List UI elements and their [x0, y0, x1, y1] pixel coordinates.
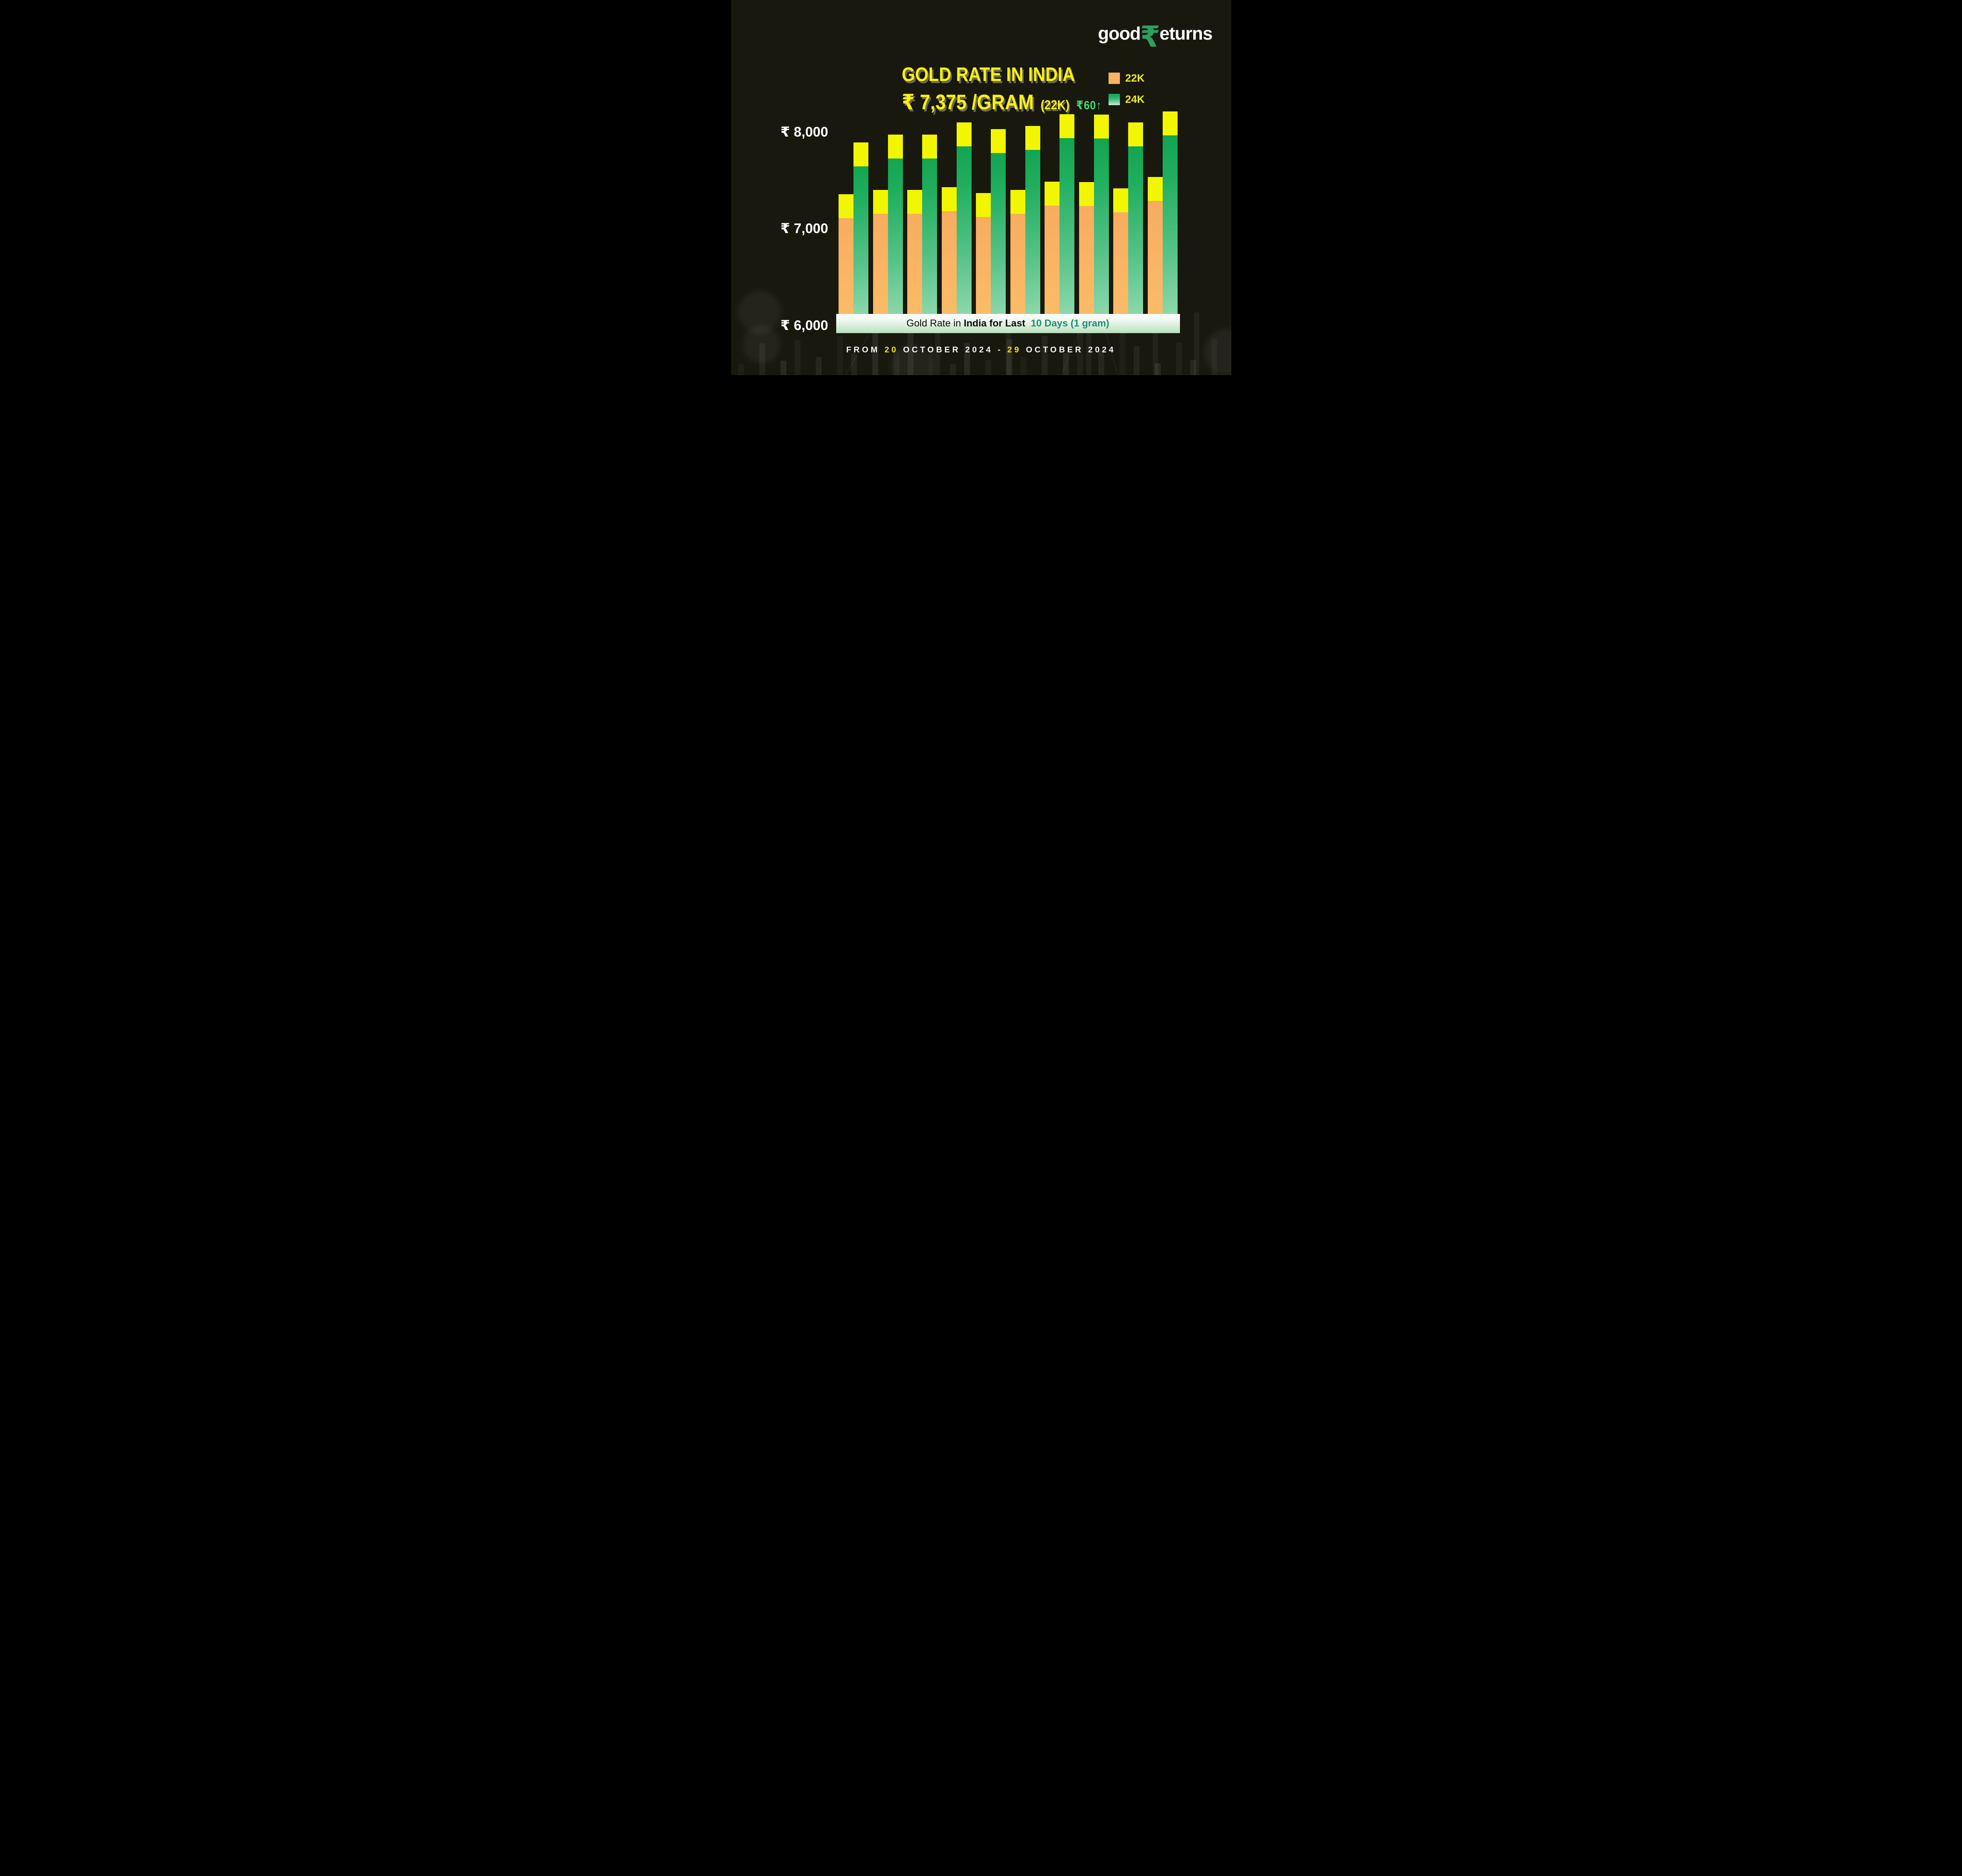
- legend-swatch-24k: [1108, 94, 1120, 105]
- footer-segment-2: OCTOBER 2024 -: [898, 345, 1008, 354]
- current-price: ₹ 7,375 /GRAM: [901, 90, 1034, 114]
- bar-24k-24-oct: [990, 129, 1006, 326]
- bar-tip: [1094, 115, 1109, 139]
- deco-bar-silhouette: [1098, 350, 1104, 375]
- bar-tip: [1147, 177, 1163, 201]
- deco-bokeh-circle: [738, 290, 781, 334]
- bar-tip: [990, 129, 1006, 153]
- price-row: ₹ 7,375 /GRAM (22K) ₹60↑: [902, 90, 1102, 115]
- bar-tip: [888, 135, 903, 159]
- bar-tip: [1113, 188, 1128, 212]
- bar-24k-26-oct: [1059, 114, 1074, 326]
- footer-segment-3: 29: [1007, 345, 1021, 354]
- deco-bar-silhouette: [985, 360, 991, 375]
- bar-tip: [1044, 182, 1059, 206]
- deco-bar-silhouette: [1133, 346, 1140, 375]
- y-tick-label-7000: ₹ 7,000: [780, 221, 828, 236]
- legend-item-22k: 22K: [1108, 72, 1145, 84]
- bar-22k-23-oct: [941, 187, 957, 326]
- bar-24k-28-oct: [1128, 122, 1143, 326]
- bar-tip: [873, 190, 888, 214]
- bar-tip: [1128, 122, 1143, 146]
- y-tick-label-6000: ₹ 6,000: [780, 318, 828, 333]
- legend: 22K 24K: [1108, 72, 1145, 115]
- footer-segment-4: OCTOBER 2024: [1021, 345, 1116, 354]
- karat-label: (22K): [1040, 97, 1069, 113]
- bar-24k-20-oct: [853, 142, 868, 326]
- footer-segment-0: FROM: [846, 345, 885, 354]
- logo-text-eturns: eturns: [1159, 23, 1213, 44]
- footer-segment-1: 20: [884, 345, 899, 354]
- legend-label-24k: 24K: [1125, 93, 1145, 105]
- bar-22k-24-oct: [976, 193, 991, 326]
- deco-bar-silhouette: [964, 343, 970, 375]
- bar-22k-29-oct: [1147, 177, 1163, 326]
- heading-block: GOLD RATE IN INDIA ₹ 7,375 /GRAM (22K) ₹…: [901, 63, 1112, 115]
- banner-segment-0: Gold Rate in: [906, 318, 964, 329]
- legend-item-24k: 24K: [1108, 93, 1145, 106]
- deco-bar-silhouette: [907, 329, 914, 375]
- bar-22k-26-oct: [1044, 182, 1059, 326]
- bar-tip: [853, 142, 868, 166]
- bar-22k-27-oct: [1079, 182, 1094, 326]
- bar-24k-22-oct: [922, 135, 937, 326]
- bar-tip: [838, 194, 853, 218]
- deco-bar-silhouette: [851, 354, 857, 375]
- deco-bar-silhouette: [815, 357, 822, 375]
- logo-text-good: good: [1098, 23, 1141, 44]
- bar-24k-25-oct: [1025, 126, 1040, 326]
- deco-bar-silhouette: [1077, 332, 1083, 375]
- bar-tip: [1025, 126, 1040, 150]
- bar-tip: [907, 190, 922, 214]
- bar-22k-25-oct: [1010, 190, 1025, 326]
- deco-bar-silhouette: [759, 343, 765, 375]
- page-title: GOLD RATE IN INDIA: [901, 63, 1075, 86]
- infographic-canvas: good₹eturns GOLD RATE IN INDIA ₹ 7,375 /…: [731, 0, 1231, 375]
- bar-24k-21-oct: [888, 135, 903, 326]
- deco-bokeh-circle: [742, 326, 780, 363]
- bar-tip: [1010, 190, 1025, 214]
- bar-22k-22-oct: [907, 190, 922, 326]
- bar-tip: [976, 193, 991, 217]
- banner-segment-1: India for Last: [963, 318, 1025, 329]
- bar-22k-28-oct: [1113, 188, 1128, 326]
- chart-title-banner: Gold Rate in India for Last 10 Days (1 g…: [836, 314, 1180, 333]
- deco-bokeh-circle: [891, 345, 934, 375]
- bar-22k-21-oct: [873, 190, 888, 326]
- legend-label-22k: 22K: [1125, 72, 1145, 84]
- deco-bar-silhouette: [1190, 360, 1196, 375]
- bar-tip: [1079, 182, 1094, 206]
- price-change-badge: ₹60↑: [1076, 98, 1102, 112]
- bar-24k-27-oct: [1094, 115, 1109, 326]
- bar-22k-20-oct: [838, 194, 853, 326]
- deco-bar-silhouette: [872, 333, 878, 375]
- deco-bar-silhouette: [893, 350, 899, 375]
- bar-tip: [1059, 114, 1074, 138]
- bar-chart: [731, 0, 1231, 375]
- bar-tip: [922, 135, 937, 159]
- bar-tip: [941, 187, 957, 211]
- deco-bar-silhouette: [1154, 363, 1161, 375]
- goodreturns-logo: good₹eturns: [1098, 20, 1213, 53]
- deco-bar-silhouette: [950, 364, 956, 375]
- bar-tip: [956, 122, 972, 146]
- deco-bar-silhouette: [1176, 343, 1182, 375]
- bar-24k-29-oct: [1162, 111, 1178, 326]
- deco-bar-silhouette: [1063, 353, 1069, 375]
- bar-tip: [1162, 111, 1178, 135]
- date-range-caption: FROM 20 OCTOBER 2024 - 29 OCTOBER 2024: [731, 345, 1231, 355]
- deco-bar-silhouette: [1194, 312, 1199, 375]
- legend-swatch-22k: [1108, 73, 1120, 84]
- banner-segment-2: 10 Days (1 gram): [1025, 318, 1109, 329]
- y-tick-label-8000: ₹ 8,000: [780, 124, 828, 140]
- deco-bar-silhouette: [780, 361, 786, 375]
- deco-bar-silhouette: [1041, 336, 1048, 375]
- deco-bar-silhouette: [1006, 339, 1012, 375]
- deco-bar-silhouette: [794, 340, 800, 375]
- bar-24k-23-oct: [956, 122, 972, 326]
